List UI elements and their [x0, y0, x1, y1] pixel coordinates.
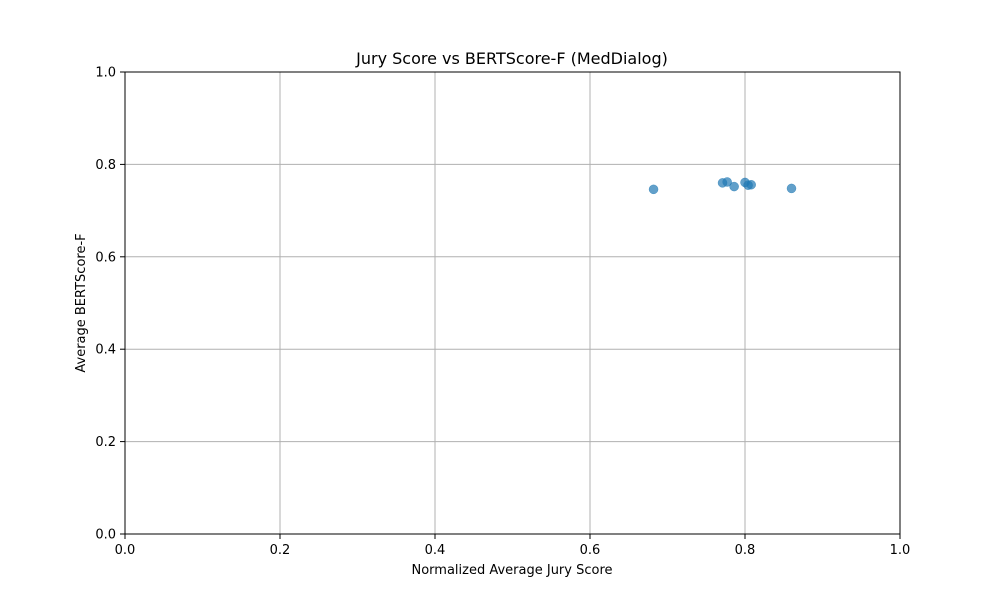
- x-tick-label: 1.0: [890, 543, 911, 558]
- x-tick-label: 0.4: [425, 543, 446, 558]
- data-point: [786, 183, 797, 194]
- x-tick-label: 0.6: [580, 543, 601, 558]
- x-tick-label: 0.2: [270, 543, 291, 558]
- data-point: [648, 184, 659, 195]
- y-tick-label: 0.2: [95, 435, 116, 450]
- data-point: [722, 177, 732, 187]
- axis-ticks: 0.0 0.2 0.4 0.6 0.8 1.0 0.0 0.2 0.4 0.6 0.8 1.0: [95, 66, 910, 559]
- y-tick-label: 0.4: [95, 343, 116, 358]
- y-tick-label: 1.0: [95, 66, 116, 81]
- chart-title: Jury Score vs BERTScore-F (MedDialog): [355, 49, 668, 68]
- plot-frame: [124, 71, 901, 535]
- data-points: [648, 177, 797, 195]
- data-point: [746, 179, 756, 190]
- grid-lines: [124, 71, 901, 535]
- y-tick-label: 0.0: [95, 528, 116, 543]
- x-axis-label: Normalized Average Jury Score: [411, 563, 612, 578]
- y-tick-label: 0.6: [95, 250, 116, 265]
- data-point: [729, 181, 739, 192]
- y-axis-label: Average BERTScore-F: [74, 233, 89, 372]
- x-tick-label: 0.8: [735, 543, 756, 558]
- x-tick-label: 0.0: [115, 543, 136, 558]
- y-tick-label: 0.8: [95, 158, 116, 173]
